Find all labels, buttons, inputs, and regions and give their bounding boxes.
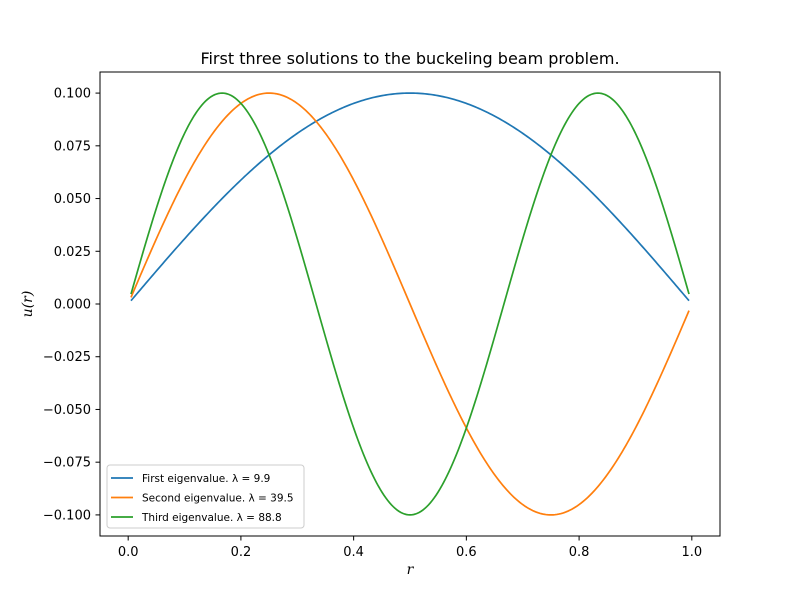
legend-label-2: Second eigenvalue. λ = 39.5	[142, 492, 294, 504]
y-axis-label: u(r)	[20, 291, 36, 318]
chart-title: First three solutions to the buckeling b…	[200, 49, 619, 68]
y-tick-label: 0.025	[54, 245, 91, 260]
x-tick-label: 0.8	[569, 545, 590, 560]
x-tick-label: 0.2	[231, 545, 252, 560]
legend: First eigenvalue. λ = 9.9 Second eigenval…	[106, 464, 305, 529]
y-tick-label: 0.100	[54, 87, 91, 102]
legend-label-3: Third eigenvalue. λ = 88.8	[141, 512, 282, 524]
x-tick-label: 0.4	[343, 545, 364, 560]
y-tick-label: −0.100	[43, 508, 91, 523]
series-line-1	[130, 92, 690, 302]
y-tick-label: −0.025	[43, 350, 91, 365]
x-tick-label: 0.6	[456, 545, 477, 560]
legend-box	[106, 464, 305, 529]
series-line-3	[130, 92, 690, 516]
y-tick-label: 0.000	[54, 298, 91, 313]
x-tick-label: 0.0	[118, 545, 139, 560]
series-layer	[130, 92, 690, 516]
y-axis: 0.100 0.075 0.050 0.025 0.000 −0.025 −0.050 −0.…	[43, 87, 100, 523]
y-tick-label: −0.050	[43, 403, 91, 418]
series-line-2	[130, 92, 690, 516]
y-tick-label: 0.075	[54, 139, 91, 154]
x-axis-label: r	[407, 562, 415, 578]
x-tick-label: 1.0	[681, 545, 702, 560]
legend-label-1: First eigenvalue. λ = 9.9	[142, 473, 270, 485]
y-tick-label: −0.075	[43, 456, 91, 471]
x-axis: 0.0 0.2 0.4 0.6 0.8 1.0	[118, 536, 702, 560]
y-tick-label: 0.050	[54, 192, 91, 207]
